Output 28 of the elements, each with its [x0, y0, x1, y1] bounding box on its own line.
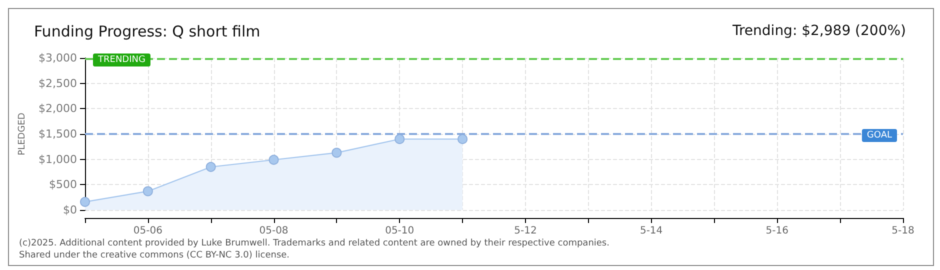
y-tick-label: $1,500 [38, 128, 77, 140]
point [268, 154, 279, 165]
point [80, 196, 90, 207]
text: Shared under the creative commons (CC BY-NC 3.0) license. [19, 250, 290, 260]
ref-line-label: TRENDING [97, 55, 146, 66]
x-tick-label: 5-16 [766, 226, 789, 236]
x-tick-label: 05-10 [385, 226, 414, 236]
point [142, 186, 153, 196]
x-tick-label: 05-08 [259, 226, 288, 236]
y-tick-label: $3,000 [38, 52, 77, 64]
chart-title: Funding Progress: Q short film [34, 22, 260, 40]
y-axis-title: PLEDGED [18, 112, 28, 156]
x-tick-label: 5-18 [892, 226, 914, 236]
y-tick-label: $1,000 [38, 152, 77, 166]
y-tick-label: $2,000 [38, 102, 77, 116]
x-tick-label: 05-06 [133, 226, 162, 236]
ref-line-label: GOAL [866, 130, 892, 140]
x-tick-label: 5-14 [640, 226, 663, 236]
chart-subtitle: Trending: $2,989 (200%) [731, 23, 906, 39]
y-tick-label: $2,500 [38, 76, 77, 90]
point [458, 134, 468, 144]
y-tick-label: $0 [63, 204, 77, 216]
point [206, 162, 216, 172]
point [332, 148, 342, 158]
y-tick-label: $500 [49, 178, 77, 192]
text: (c)2025. Additional content provided by Luke Brumwell. Trademarks and related content are owned by their respective companies. [19, 238, 610, 248]
point [394, 134, 405, 144]
x-tick-label: 5-12 [514, 226, 537, 236]
